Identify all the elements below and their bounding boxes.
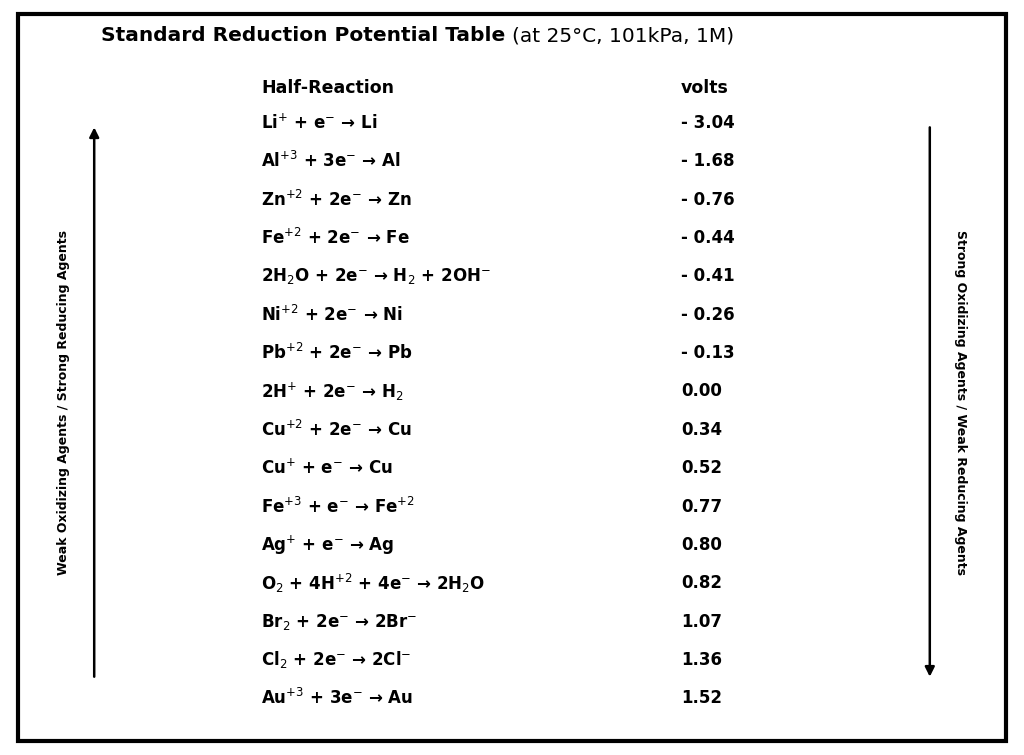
Text: Standard Reduction Potential Table: Standard Reduction Potential Table	[100, 26, 512, 45]
Text: (at 25°C, 101kPa, 1M): (at 25°C, 101kPa, 1M)	[512, 26, 734, 45]
Text: 2H$_{2}$O + 2e$^{-}$ → H$_{2}$ + 2OH$^{-}$: 2H$_{2}$O + 2e$^{-}$ → H$_{2}$ + 2OH$^{-…	[261, 267, 490, 286]
Text: Pb$^{+2}$ + 2e$^{-}$ → Pb: Pb$^{+2}$ + 2e$^{-}$ → Pb	[261, 343, 413, 363]
Text: Li$^{+}$ + e$^{-}$ → Li: Li$^{+}$ + e$^{-}$ → Li	[261, 113, 378, 133]
Text: 0.52: 0.52	[681, 459, 722, 477]
Text: 0.34: 0.34	[681, 421, 722, 439]
Text: 0.00: 0.00	[681, 383, 722, 400]
Text: Al$^{+3}$ + 3e$^{-}$ → Al: Al$^{+3}$ + 3e$^{-}$ → Al	[261, 151, 401, 171]
Text: O$_{2}$ + 4H$^{+2}$ + 4e$^{-}$ → 2H$_{2}$O: O$_{2}$ + 4H$^{+2}$ + 4e$^{-}$ → 2H$_{2}…	[261, 572, 485, 595]
Text: 0.77: 0.77	[681, 498, 722, 516]
Text: Cu$^{+2}$ + 2e$^{-}$ → Cu: Cu$^{+2}$ + 2e$^{-}$ → Cu	[261, 420, 412, 440]
Text: Half-Reaction: Half-Reaction	[261, 79, 394, 97]
Text: Au$^{+3}$ + 3e$^{-}$ → Au: Au$^{+3}$ + 3e$^{-}$ → Au	[261, 689, 413, 708]
Text: 1.52: 1.52	[681, 689, 722, 707]
Text: - 0.13: - 0.13	[681, 344, 734, 362]
Text: Fe$^{+3}$ + e$^{-}$ → Fe$^{+2}$: Fe$^{+3}$ + e$^{-}$ → Fe$^{+2}$	[261, 497, 415, 516]
Text: 0.80: 0.80	[681, 536, 722, 554]
Text: volts: volts	[681, 79, 729, 97]
Text: - 0.26: - 0.26	[681, 306, 734, 324]
Text: - 1.68: - 1.68	[681, 153, 734, 171]
Text: Fe$^{+2}$ + 2e$^{-}$ → Fe: Fe$^{+2}$ + 2e$^{-}$ → Fe	[261, 228, 410, 248]
Text: Ag$^{+}$ + e$^{-}$ → Ag: Ag$^{+}$ + e$^{-}$ → Ag	[261, 533, 394, 556]
Text: - 0.44: - 0.44	[681, 229, 734, 247]
Text: Cu$^{+}$ + e$^{-}$ → Cu: Cu$^{+}$ + e$^{-}$ → Cu	[261, 458, 393, 478]
Text: Strong Oxidizing Agents / Weak Reducing Agents: Strong Oxidizing Agents / Weak Reducing …	[954, 230, 967, 575]
Text: 1.36: 1.36	[681, 651, 722, 669]
Text: 0.82: 0.82	[681, 575, 722, 592]
Text: - 0.76: - 0.76	[681, 190, 734, 208]
Text: Weak Oxidizing Agents / Strong Reducing Agents: Weak Oxidizing Agents / Strong Reducing …	[57, 230, 70, 575]
Text: - 0.41: - 0.41	[681, 267, 734, 285]
Text: 1.07: 1.07	[681, 612, 722, 630]
Text: Zn$^{+2}$ + 2e$^{-}$ → Zn: Zn$^{+2}$ + 2e$^{-}$ → Zn	[261, 190, 412, 210]
Text: 2H$^{+}$ + 2e$^{-}$ → H$_{2}$: 2H$^{+}$ + 2e$^{-}$ → H$_{2}$	[261, 381, 403, 402]
Text: Br$_{2}$ + 2e$^{-}$ → 2Br$^{-}$: Br$_{2}$ + 2e$^{-}$ → 2Br$^{-}$	[261, 612, 418, 632]
Text: Cl$_{2}$ + 2e$^{-}$ → 2Cl$^{-}$: Cl$_{2}$ + 2e$^{-}$ → 2Cl$^{-}$	[261, 649, 412, 670]
Text: Ni$^{+2}$ + 2e$^{-}$ → Ni: Ni$^{+2}$ + 2e$^{-}$ → Ni	[261, 305, 403, 325]
Text: - 3.04: - 3.04	[681, 114, 734, 132]
